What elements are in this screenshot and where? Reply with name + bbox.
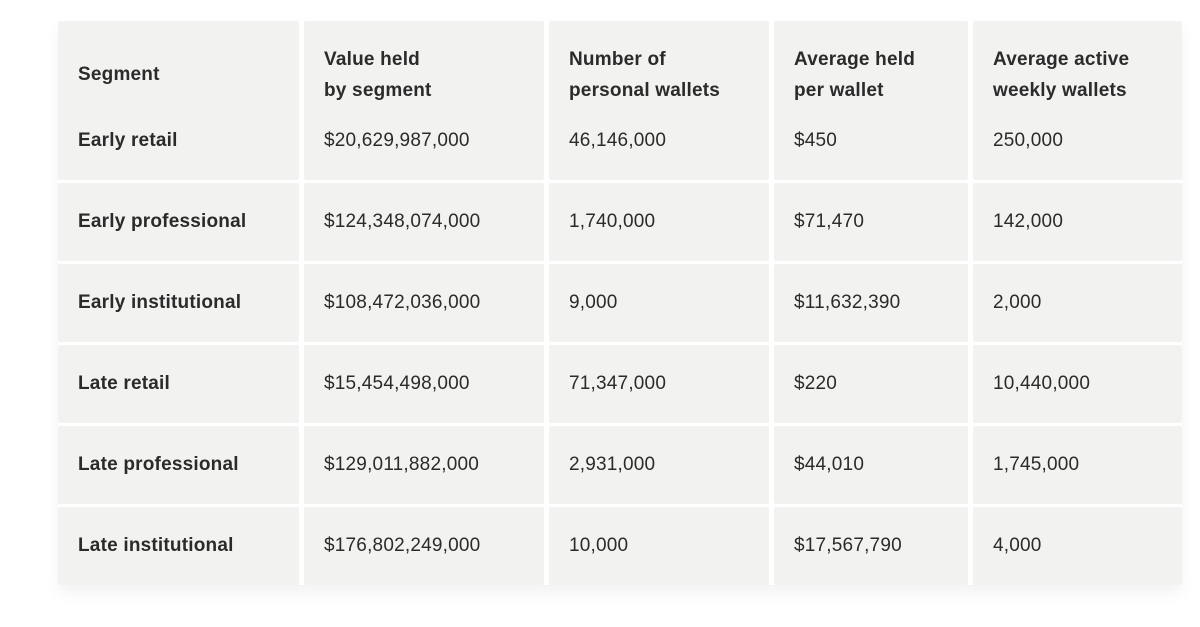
avg-held-cell: $71,470 [774, 183, 968, 261]
value-held-cell: $108,472,036,000 [304, 264, 544, 342]
avg-active-cell: 142,000 [973, 183, 1182, 261]
num-wallets-cell: 46,146,000 [549, 102, 769, 180]
avg-active-cell: 250,000 [973, 102, 1182, 180]
header-line: Value held [324, 48, 420, 70]
segments-table-grid: Segment Value held by segment Number of … [58, 21, 1182, 585]
num-wallets-cell: 9,000 [549, 264, 769, 342]
avg-active-cell: 1,745,000 [973, 426, 1182, 504]
header-line: Average active [993, 48, 1130, 70]
avg-active-cell: 4,000 [973, 507, 1182, 585]
num-wallets-cell: 2,931,000 [549, 426, 769, 504]
avg-held-cell: $450 [774, 102, 968, 180]
avg-held-cell: $17,567,790 [774, 507, 968, 585]
num-wallets-cell: 71,347,000 [549, 345, 769, 423]
header-line: Number of [569, 48, 666, 70]
header-line: Average held [794, 48, 916, 70]
value-held-cell: $129,011,882,000 [304, 426, 544, 504]
avg-active-cell: 10,440,000 [973, 345, 1182, 423]
value-held-cell: $176,802,249,000 [304, 507, 544, 585]
num-wallets-cell: 10,000 [549, 507, 769, 585]
num-wallets-cell: 1,740,000 [549, 183, 769, 261]
segment-cell: Early retail [58, 102, 299, 180]
segment-cell: Late professional [58, 426, 299, 504]
header-line: weekly wallets [993, 79, 1127, 101]
header-line: per wallet [794, 79, 884, 101]
avg-held-cell: $11,632,390 [774, 264, 968, 342]
header-line: Segment [78, 64, 160, 85]
avg-held-cell: $220 [774, 345, 968, 423]
segments-table: Segment Value held by segment Number of … [58, 21, 1182, 585]
header-line: personal wallets [569, 79, 721, 101]
segment-cell: Early professional [58, 183, 299, 261]
segment-cell: Late retail [58, 345, 299, 423]
value-held-cell: $20,629,987,000 [304, 102, 544, 180]
segment-cell: Late institutional [58, 507, 299, 585]
avg-active-cell: 2,000 [973, 264, 1182, 342]
value-held-cell: $124,348,074,000 [304, 183, 544, 261]
value-held-cell: $15,454,498,000 [304, 345, 544, 423]
header-line: by segment [324, 79, 432, 101]
segment-cell: Early institutional [58, 264, 299, 342]
avg-held-cell: $44,010 [774, 426, 968, 504]
